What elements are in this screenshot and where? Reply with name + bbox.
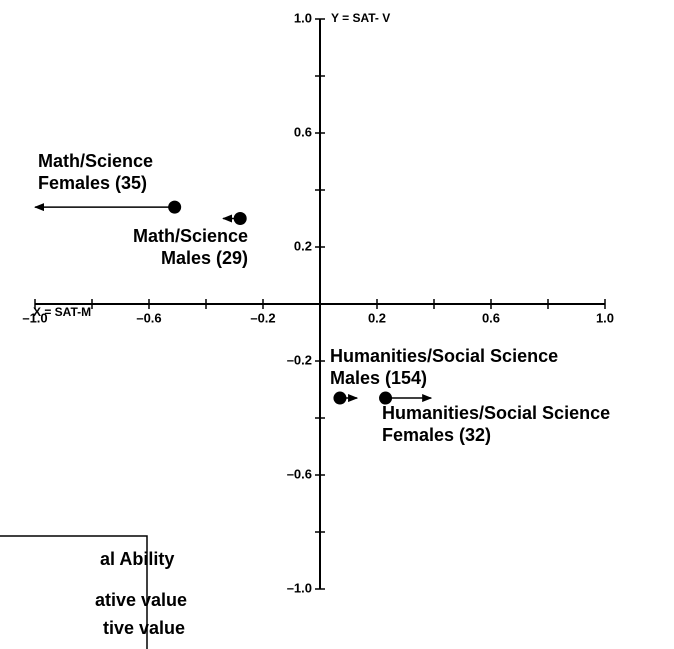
point (379, 391, 393, 405)
x-tick-label: –0.6 (136, 310, 161, 325)
x-tick-label: –1.0 (22, 310, 47, 325)
point-label: Math/Science (133, 226, 248, 246)
point-label: Males (29) (161, 248, 248, 268)
y-tick-label: 1.0 (294, 10, 312, 25)
point-label: Males (154) (330, 368, 427, 388)
point (168, 200, 182, 214)
y-tick-label: 0.6 (294, 124, 312, 139)
y-tick-label: –0.6 (287, 466, 312, 481)
legend-text: ative value (95, 590, 187, 610)
x-tick-label: –0.2 (250, 310, 275, 325)
point-label: Females (32) (382, 425, 491, 445)
point-label: Females (35) (38, 173, 147, 193)
y-axis-label: Y = SAT- V (331, 11, 390, 25)
y-tick-label: 0.2 (294, 238, 312, 253)
x-axis-label: X = SAT-M (33, 305, 91, 319)
legend-text: tive value (103, 618, 185, 638)
point-label: Humanities/Social Science (330, 346, 558, 366)
y-tick-label: –1.0 (287, 580, 312, 595)
point-label: Math/Science (38, 151, 153, 171)
legend-text: al Ability (100, 549, 174, 569)
x-tick-label: 0.2 (368, 310, 386, 325)
point-label: Humanities/Social Science (382, 403, 610, 423)
x-tick-label: 0.6 (482, 310, 500, 325)
point (233, 212, 247, 225)
point (333, 391, 347, 405)
y-tick-label: –0.2 (287, 352, 312, 367)
legend-box (0, 535, 148, 649)
x-tick-label: 1.0 (596, 310, 614, 325)
